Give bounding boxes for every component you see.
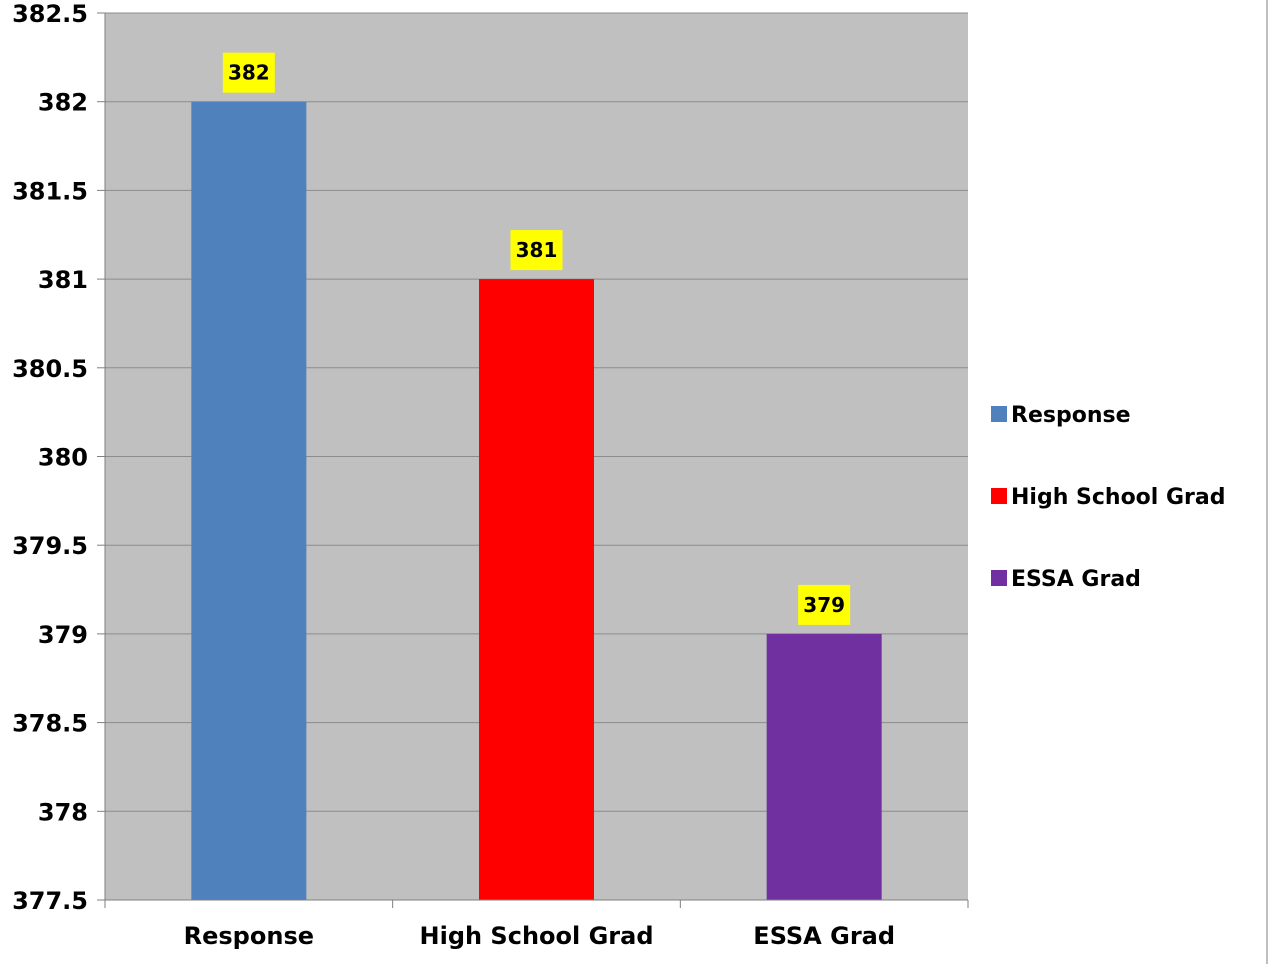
bar-high-school-grad (479, 279, 594, 901)
data-label: 382 (228, 61, 270, 85)
legend-label: High School Grad (1011, 485, 1226, 510)
x-tick-label: ESSA Grad (753, 922, 895, 950)
y-tick-label: 381 (38, 266, 88, 294)
legend-label: Response (1011, 403, 1131, 428)
data-label-background (798, 584, 851, 625)
data-label-background (222, 52, 275, 93)
bar-response (191, 101, 307, 900)
bars (191, 101, 882, 901)
y-tick-label: 382 (38, 89, 88, 117)
y-tick-label: 380 (38, 444, 88, 472)
bar-essa-grad (766, 633, 882, 900)
y-tick-label: 379.5 (12, 532, 88, 560)
x-tick-label: Response (184, 922, 314, 950)
x-tick-label: High School Grad (420, 922, 654, 950)
legend-label: ESSA Grad (1011, 567, 1141, 592)
legend-swatch (991, 570, 1007, 586)
data-label: 381 (516, 238, 558, 262)
data-label: 379 (803, 593, 845, 617)
legend-swatch (991, 488, 1007, 504)
axes: 377.5 378 378.5 379 379.5 380 380.5 381 381.5 382… (12, 0, 969, 950)
data-labels: 382 381 379 (222, 52, 851, 625)
y-tick-label: 380.5 (12, 355, 88, 383)
y-tick-label: 379 (38, 621, 88, 649)
y-tick-label: 381.5 (12, 177, 88, 205)
frame-border (1266, 0, 1268, 964)
y-tick-label: 377.5 (12, 887, 88, 915)
legend: Response High School Grad ESSA Grad (991, 403, 1226, 592)
y-tick-label: 378.5 (12, 710, 88, 738)
y-tick-label: 382.5 (12, 0, 88, 28)
y-tick-label: 378 (38, 798, 88, 826)
data-label-background (510, 230, 563, 271)
legend-swatch (991, 406, 1007, 422)
